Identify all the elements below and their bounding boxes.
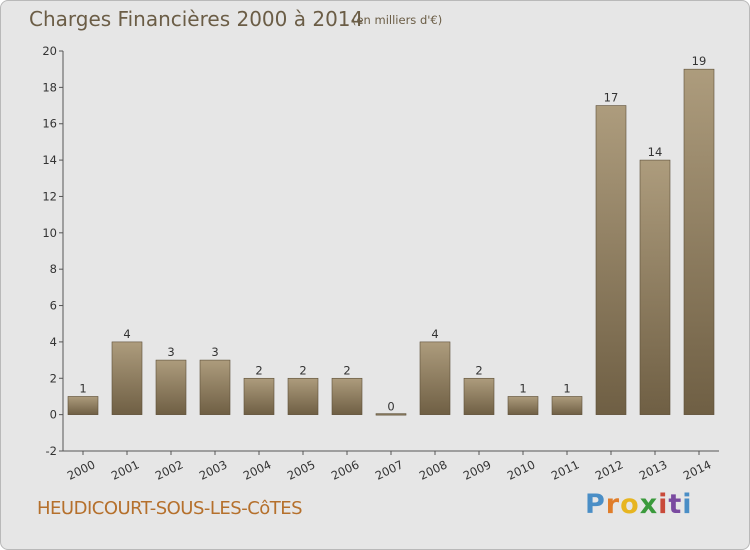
y-tick-label: 20 <box>42 44 57 58</box>
x-tick-label: 2011 <box>549 457 581 482</box>
logo-letter: P <box>585 489 606 520</box>
data-label-2012: 17 <box>604 91 619 105</box>
data-label-2005: 2 <box>299 363 306 377</box>
y-tick-label: 6 <box>50 299 57 313</box>
x-tick-label: 2012 <box>593 457 625 482</box>
data-label-2004: 2 <box>255 363 262 377</box>
bar-2009 <box>463 377 495 415</box>
bar-2014 <box>683 68 715 415</box>
bar-2011 <box>551 396 583 415</box>
y-tick-label: 14 <box>42 153 57 167</box>
bar-2012 <box>595 105 627 415</box>
commune-name: HEUDICOURT-SOUS-LES-CôTES <box>37 498 303 519</box>
bar-2002 <box>155 359 187 415</box>
x-tick-label: 2000 <box>65 457 97 482</box>
data-label-2006: 2 <box>343 363 350 377</box>
x-tick-label: 2008 <box>417 457 449 482</box>
x-tick-label: 2004 <box>241 457 273 482</box>
x-tick-label: 2006 <box>329 457 361 482</box>
chart-title: Charges Financières 2000 à 2014 <box>29 7 364 31</box>
bar-2010 <box>507 396 539 415</box>
logo-letter: r <box>605 489 621 520</box>
bar-2006 <box>331 377 363 415</box>
data-label-2009: 2 <box>475 363 482 377</box>
y-tick-label: 10 <box>42 226 57 240</box>
logo-letter: o <box>620 489 640 520</box>
data-label-2010: 1 <box>519 381 526 395</box>
logo-letter: i <box>682 489 693 520</box>
x-tick-label: 2007 <box>373 457 405 482</box>
logo-letter: t <box>668 489 683 520</box>
data-label-2002: 3 <box>167 345 174 359</box>
x-tick-label: 2001 <box>109 457 141 482</box>
x-tick-label: 2013 <box>637 457 669 482</box>
data-label-2000: 1 <box>79 381 86 395</box>
y-tick-label: 0 <box>50 408 57 422</box>
data-label-2003: 3 <box>211 345 218 359</box>
bar-2007 <box>375 413 407 416</box>
data-label-2008: 4 <box>431 327 438 341</box>
y-tick-label: 16 <box>42 117 57 131</box>
chart-subtitle: (en milliers d'€) <box>352 13 443 27</box>
bar-2004 <box>243 377 275 415</box>
data-label-2013: 14 <box>648 145 663 159</box>
bar-2013 <box>639 159 671 415</box>
bar-2001 <box>111 341 143 415</box>
data-label-2014: 19 <box>692 54 707 68</box>
y-tick-label: 2 <box>50 371 57 385</box>
x-tick-label: 2010 <box>505 457 537 482</box>
x-tick-label: 2005 <box>285 457 317 482</box>
chart-bars <box>67 68 715 416</box>
y-tick-label: 4 <box>50 335 57 349</box>
data-label-2007: 0 <box>387 400 394 414</box>
data-label-2011: 1 <box>563 381 570 395</box>
x-tick-label: 2009 <box>461 457 493 482</box>
x-tick-label: 2003 <box>197 457 229 482</box>
x-tick-label: 2002 <box>153 457 185 482</box>
y-tick-label: 12 <box>42 189 57 203</box>
bar-2003 <box>199 359 231 415</box>
bar-2000 <box>67 396 99 415</box>
bar-2005 <box>287 377 319 415</box>
y-tick-label: 8 <box>50 262 57 276</box>
logo-letter: x <box>639 489 659 520</box>
logo-letter: i <box>658 489 669 520</box>
bar-2008 <box>419 341 451 415</box>
data-label-2001: 4 <box>123 327 130 341</box>
proxiti-logo[interactable]: Proxiti <box>585 489 693 520</box>
x-tick-label: 2014 <box>681 457 713 482</box>
y-tick-label: 18 <box>42 80 57 94</box>
y-tick-label: -2 <box>46 444 57 458</box>
